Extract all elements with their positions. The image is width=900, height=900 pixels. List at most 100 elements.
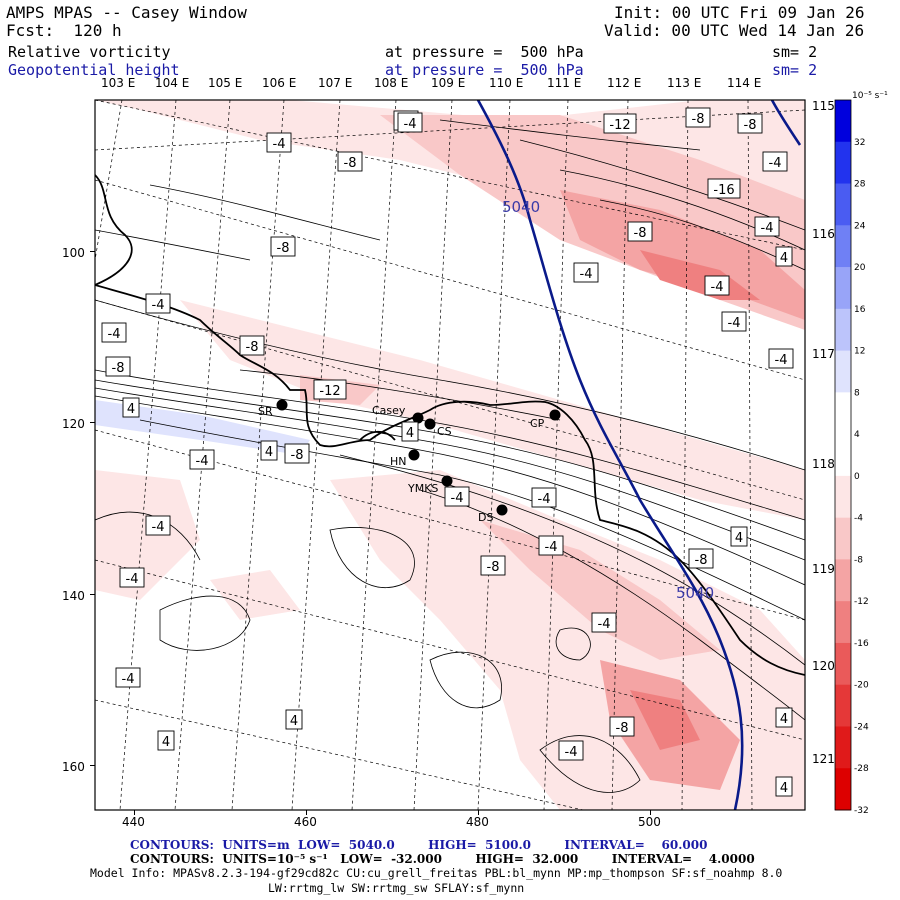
svg-text:4: 4 bbox=[735, 531, 743, 546]
svg-text:-8: -8 bbox=[291, 448, 304, 463]
colorbar-swatch bbox=[835, 183, 851, 226]
station-label: HN bbox=[390, 455, 407, 468]
svg-text:-4: -4 bbox=[126, 572, 139, 587]
station-marker[interactable] bbox=[441, 475, 453, 487]
smoothing-vorticity: sm= 2 bbox=[772, 43, 818, 61]
vorticity-label: -8 bbox=[239, 335, 265, 356]
model-title: AMPS MPAS -- Casey Window bbox=[6, 3, 247, 22]
vorticity-label: -4 bbox=[115, 667, 141, 688]
colorbar-tick-label: 8 bbox=[854, 388, 860, 398]
colorbar-swatch bbox=[835, 225, 851, 268]
vorticity-label: -4 bbox=[189, 449, 215, 470]
vorticity-label: -8 bbox=[105, 356, 131, 377]
colorbar-units: 10⁻⁵ s⁻¹ bbox=[852, 91, 888, 101]
color-bar: 32 28 24 20 16 12 8 4 0 -4 -8 -12 -16 -20 -24 -28 -32 bbox=[834, 99, 869, 816]
vorticity-label: -4 bbox=[768, 348, 794, 369]
svg-text:-12: -12 bbox=[319, 384, 340, 399]
station-marker[interactable] bbox=[412, 412, 424, 424]
svg-text:-4: -4 bbox=[565, 745, 578, 760]
svg-text:4: 4 bbox=[127, 402, 135, 417]
svg-text:4: 4 bbox=[780, 712, 788, 727]
svg-text:-8: -8 bbox=[487, 560, 500, 575]
vorticity-label: 4 bbox=[775, 707, 793, 728]
lon-label-top: 111 E bbox=[547, 76, 582, 90]
svg-text:-8: -8 bbox=[634, 226, 647, 241]
colorbar-swatch bbox=[835, 350, 851, 393]
svg-text:-4: -4 bbox=[451, 491, 464, 506]
vorticity-label: -12 bbox=[313, 379, 347, 400]
station-marker[interactable] bbox=[276, 399, 288, 411]
station-label: CS bbox=[437, 425, 452, 438]
field-vorticity: Relative vorticity bbox=[8, 43, 171, 61]
colorbar-tick-label: -24 bbox=[854, 722, 869, 732]
svg-text:-4: -4 bbox=[404, 117, 417, 132]
svg-text:-16: -16 bbox=[713, 183, 734, 198]
vort-band-middle bbox=[180, 300, 805, 520]
svg-text:-4: -4 bbox=[775, 353, 788, 368]
svg-text:-8: -8 bbox=[277, 241, 290, 256]
station-marker[interactable] bbox=[496, 504, 508, 516]
colorbar-swatch bbox=[835, 267, 851, 310]
svg-text:4: 4 bbox=[406, 426, 414, 441]
vorticity-label: -4 bbox=[591, 612, 617, 633]
lon-label-top: 113 E bbox=[667, 76, 702, 90]
station-marker[interactable] bbox=[424, 418, 436, 430]
svg-text:-4: -4 bbox=[152, 520, 165, 535]
colorbar-swatch bbox=[835, 601, 851, 644]
lon-label-top: 112 E bbox=[607, 76, 642, 90]
colorbar-tick-label: -20 bbox=[854, 681, 869, 691]
svg-text:4: 4 bbox=[162, 735, 170, 750]
lon-label-top: 110 E bbox=[489, 76, 524, 90]
vort-band-north-16 bbox=[640, 250, 760, 300]
colorbar-swatch bbox=[835, 475, 851, 519]
colorbar-tick-label: -28 bbox=[854, 764, 869, 774]
vorticity-label: 4 bbox=[401, 421, 419, 442]
height-labels: 5040 5040 bbox=[502, 198, 714, 602]
colorbar-swatch bbox=[835, 559, 851, 602]
svg-text:-4: -4 bbox=[769, 156, 782, 171]
vorticity-label: -8 bbox=[685, 107, 711, 128]
vort-patch-sw bbox=[210, 570, 300, 620]
lon-label-top: 114 E bbox=[727, 76, 762, 90]
svg-text:-8: -8 bbox=[695, 553, 708, 568]
svg-text:4: 4 bbox=[780, 781, 788, 796]
vorticity-label: 4 bbox=[285, 709, 303, 730]
svg-text:-4: -4 bbox=[545, 540, 558, 555]
svg-text:4: 4 bbox=[290, 714, 298, 729]
height-label: 5040 bbox=[502, 198, 540, 216]
station-marker[interactable] bbox=[408, 449, 420, 461]
vorticity-label: 4 bbox=[730, 526, 748, 547]
vorticity-label: -4 bbox=[754, 216, 780, 237]
svg-text:-8: -8 bbox=[616, 721, 629, 736]
svg-text:4: 4 bbox=[780, 251, 788, 266]
vorticity-label: -4 bbox=[444, 486, 470, 507]
colorbar-swatch bbox=[835, 642, 851, 686]
height-label: 5040 bbox=[676, 584, 714, 602]
colorbar-tick-label: 32 bbox=[854, 138, 865, 148]
vorticity-label: -4 bbox=[538, 535, 564, 556]
colorbar-tick-label: 28 bbox=[854, 180, 866, 190]
x-axis-label: 460 bbox=[294, 815, 317, 829]
svg-text:-4: -4 bbox=[196, 454, 209, 469]
colorbar-tick-label: -4 bbox=[854, 514, 863, 524]
vorticity-label: 4 bbox=[122, 397, 140, 418]
colorbar-swatch bbox=[835, 392, 851, 435]
vorticity-label: -16 bbox=[707, 178, 741, 199]
lon-label-top: 107 E bbox=[318, 76, 353, 90]
vorticity-label: -4 bbox=[704, 275, 730, 296]
vorticity-label: -4 bbox=[721, 311, 747, 332]
colorbar-swatch bbox=[835, 768, 851, 811]
lon-label-top: 105 E bbox=[208, 76, 243, 90]
vorticity-label: -8 bbox=[480, 555, 506, 576]
vorticity-label: -8 bbox=[284, 443, 310, 464]
station-markers bbox=[276, 399, 561, 516]
station-marker[interactable] bbox=[549, 409, 561, 421]
vorticity-label: -8 bbox=[337, 151, 363, 172]
svg-text:-8: -8 bbox=[692, 112, 705, 127]
station-labels: SR Casey CS CP HN YMKS DS bbox=[258, 404, 545, 524]
vorticity-label: -4 bbox=[101, 322, 127, 343]
field-height: Geopotential height bbox=[8, 61, 180, 79]
colorbar-tick-label: 16 bbox=[854, 305, 866, 315]
vorticity-label: 4 bbox=[775, 776, 793, 797]
colorbar-swatch bbox=[835, 517, 851, 560]
